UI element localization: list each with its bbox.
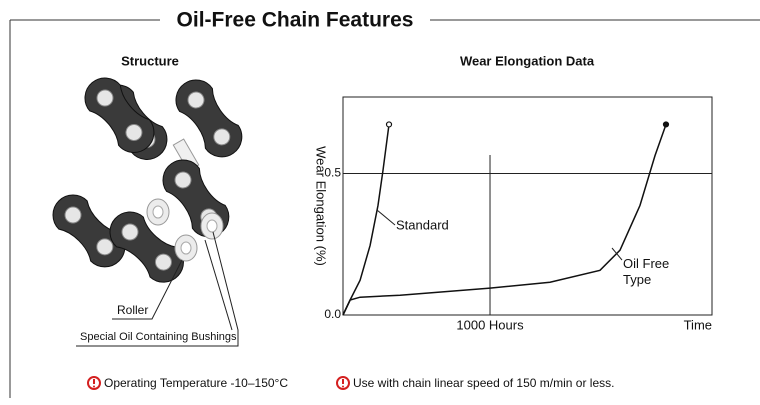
series-line <box>343 125 666 316</box>
plot-frame <box>343 97 712 315</box>
structure-title: Structure <box>121 53 179 68</box>
warning-icon <box>88 377 100 389</box>
end-marker <box>387 122 392 127</box>
part-label: Roller <box>117 303 148 317</box>
page: Oil-Free Chain Features Structure Roller… <box>0 0 760 405</box>
x-tick-label: 1000 Hours <box>456 317 524 332</box>
chain-illustration <box>45 70 250 291</box>
series-line <box>343 125 389 316</box>
leader-line <box>377 210 395 225</box>
y-tick-label: 0.0 <box>324 307 341 321</box>
warning-icon <box>337 377 349 389</box>
end-marker <box>663 122 668 127</box>
chart-title: Wear Elongation Data <box>460 53 595 68</box>
y-axis-label: Wear Elongation (%) <box>314 146 329 266</box>
part-label: Special Oil Containing Bushings <box>80 331 237 343</box>
y-tick-label: 0.5 <box>324 166 341 180</box>
x-axis-label: Time <box>684 317 712 332</box>
note: Use with chain linear speed of 150 m/min… <box>353 376 614 390</box>
series-label: Standard <box>396 217 449 232</box>
page-title: Oil-Free Chain Features <box>177 9 414 32</box>
note: Operating Temperature -10–150°C <box>104 376 288 390</box>
